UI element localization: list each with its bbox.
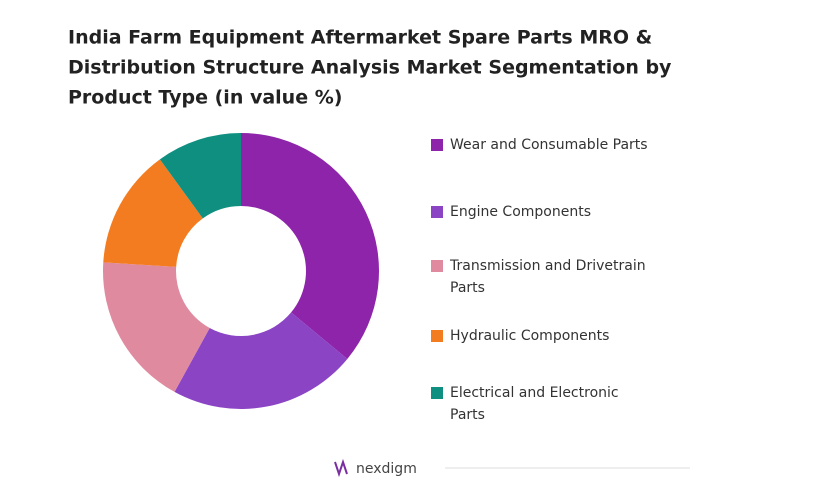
- donut-slice: [159, 133, 241, 219]
- legend-swatch: [431, 139, 443, 151]
- chart-title: Product Type (in value %): [68, 87, 342, 109]
- donut-slice: [174, 312, 348, 410]
- legend-swatch: [431, 330, 443, 342]
- legend-label: Engine Components: [450, 204, 591, 220]
- legend-label: Electrical and Electronic Parts: [450, 385, 619, 423]
- legend-swatch: [431, 206, 443, 218]
- legend-label: Wear and Consumable Parts: [450, 137, 648, 153]
- legend-swatch: [431, 387, 443, 399]
- chart-title: India Farm Equipment Aftermarket Spare P…: [68, 27, 652, 49]
- legend-label: Transmission and Drivetrain Parts: [449, 258, 646, 296]
- donut-slice: [103, 159, 203, 267]
- logo-icon: [334, 458, 348, 478]
- donut-slice: [241, 133, 380, 359]
- legend-label: Hydraulic Components: [450, 328, 609, 344]
- legend-swatch: [431, 260, 443, 272]
- chart-title: Distribution Structure Analysis Market S…: [68, 57, 672, 79]
- donut-slice: [103, 262, 210, 392]
- logo-text: nexdigm: [356, 461, 417, 477]
